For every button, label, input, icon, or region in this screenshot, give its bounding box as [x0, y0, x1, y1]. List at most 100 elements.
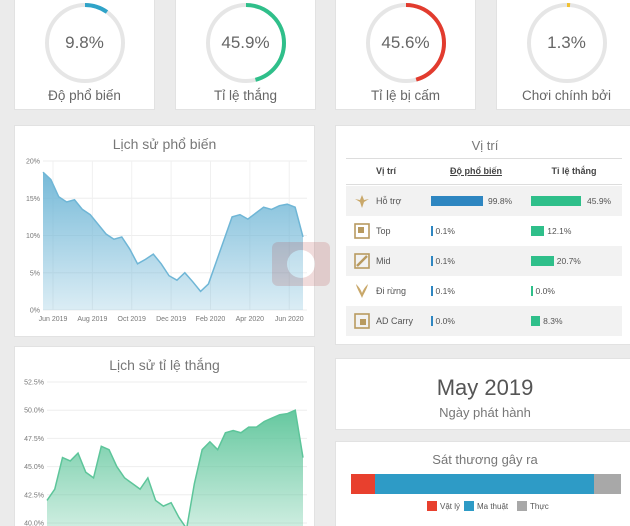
winrate-history-title: Lịch sử tỉ lệ thắng	[109, 357, 220, 373]
winrate-bar	[531, 226, 545, 236]
role-name: Hỗ trợ	[376, 196, 402, 206]
ring-progress	[526, 3, 607, 83]
y-tick-label: 20%	[26, 159, 40, 166]
popularity-bar-value: 99.8%	[488, 196, 513, 206]
ring-progress	[365, 3, 446, 83]
x-tick-label: Feb 2020	[196, 316, 226, 323]
legend-true-label: Thực	[530, 501, 549, 511]
legend-true-swatch	[517, 501, 527, 511]
y-tick-label: 10%	[26, 233, 40, 240]
legend-true: Thực	[517, 501, 549, 511]
jungle-role-icon	[356, 284, 368, 298]
winrate-ring	[205, 3, 286, 83]
x-tick-label: Jun 2020	[275, 316, 304, 323]
x-tick-label: Jun 2019	[39, 316, 68, 323]
y-tick-label: 5%	[30, 270, 40, 277]
popularity-ring	[44, 3, 125, 83]
damage-title: Sát thương gây ra	[432, 452, 538, 467]
adc-role-icon	[354, 313, 370, 329]
winrate-bar-value: 45.9%	[587, 196, 612, 206]
release-label: Ngày phát hành	[439, 405, 531, 420]
popularity-bar-value: 0.1%	[435, 256, 455, 266]
y-tick-label: 15%	[26, 196, 40, 203]
release-date: May 2019	[436, 375, 534, 400]
position-title: Vị trí	[471, 138, 499, 153]
banrate-label: Tỉ lệ bị cấm	[370, 88, 441, 103]
damage-bar	[351, 474, 621, 494]
winrate-bar-value: 12.1%	[547, 226, 572, 236]
y-tick-label: 0%	[30, 308, 40, 315]
winrate-bar-value: 0.0%	[535, 286, 555, 296]
ring-progress	[205, 3, 286, 83]
mid-role-icon	[354, 253, 370, 269]
role-name: Đi rừng	[376, 286, 407, 296]
legend-magic: Ma thuật	[464, 501, 508, 511]
mains-label: Chơi chính bởi	[522, 88, 611, 103]
popularity-history-chart: 20% 15% 10% 5% 0%Jun 2019 Aug 2019 Oct 2019 Dec…	[26, 159, 307, 323]
legend-physical: Vật lý	[427, 501, 460, 511]
damage-magic-segment	[375, 474, 594, 494]
winrate-bar	[531, 286, 533, 296]
winrate-history-chart: 52.5% 50.0% 47.5% 45.0% 42.5% 40.0%	[24, 380, 307, 526]
popularity-history-card: Lịch sử phổ biến 20% 15% 10% 5% 0% Jun 2019 Au…	[14, 125, 315, 337]
table-row: Mid 0.1% 20.7%	[346, 246, 622, 276]
mains-ring	[526, 3, 607, 83]
legend-magic-label: Ma thuật	[477, 501, 509, 511]
popularity-bar-value: 0.1%	[435, 226, 455, 236]
table-row: Top 0.1% 12.1%	[346, 216, 622, 246]
popularity-label: Độ phổ biến	[48, 88, 121, 103]
winrate-value: 45.9%	[221, 33, 270, 52]
watermark-logo-icon	[272, 242, 330, 286]
header-role: Vị trí	[375, 166, 396, 176]
y-tick-label: 40.0%	[24, 521, 44, 526]
popularity-bar	[431, 316, 433, 326]
popularity-bar	[431, 256, 433, 266]
header-winrate: Tỉ lệ thắng	[551, 166, 597, 176]
y-tick-label: 45.0%	[24, 464, 44, 471]
popularity-bar	[431, 196, 483, 206]
area-fill	[43, 172, 303, 310]
damage-true-segment	[593, 474, 621, 494]
y-tick-label: 47.5%	[24, 436, 44, 443]
x-tick-label: Aug 2019	[77, 316, 107, 323]
table-row: Hỗ trợ 99.8% 45.9%	[346, 186, 622, 216]
header-popularity[interactable]: Độ phổ biến	[450, 166, 502, 176]
y-tick-label: 52.5%	[24, 380, 44, 387]
top-role-icon	[354, 223, 370, 239]
winrate-bar	[531, 316, 541, 326]
winrate-label: Tỉ lệ thắng	[213, 88, 278, 103]
legend-magic-swatch	[464, 501, 474, 511]
role-name: Mid	[376, 256, 391, 266]
mains-value: 1.3%	[547, 33, 586, 52]
stat-card-winrate: 45.9% Tỉ lệ thắng	[175, 0, 316, 110]
area-fill	[47, 410, 303, 526]
area-line	[42, 171, 304, 293]
popularity-bar	[431, 226, 433, 236]
table-row: AD Carry 0.0% 8.3%	[346, 306, 622, 336]
popularity-value: 9.8%	[65, 33, 104, 52]
legend-physical-swatch	[427, 501, 437, 511]
banrate-value: 45.6%	[381, 33, 430, 52]
role-name: AD Carry	[376, 316, 414, 326]
banrate-ring	[365, 3, 446, 83]
popularity-bar	[431, 286, 433, 296]
legend-physical-label: Vật lý	[440, 501, 461, 511]
x-tick-label: Dec 2019	[156, 316, 186, 323]
area-line	[46, 409, 304, 526]
winrate-bar	[531, 196, 582, 206]
popularity-bar-value: 0.0%	[435, 316, 455, 326]
table-row: Đi rừng 0.1% 0.0%	[346, 276, 622, 306]
support-role-icon	[355, 195, 369, 208]
damage-physical-segment	[351, 474, 376, 494]
popularity-history-title: Lịch sử phổ biến	[112, 136, 217, 152]
y-tick-label: 50.0%	[24, 408, 44, 415]
stat-card-popularity: 9.8% Độ phổ biến	[14, 0, 155, 110]
winrate-bar-value: 8.3%	[543, 316, 563, 326]
ring-progress	[44, 3, 125, 83]
x-tick-label: Oct 2019	[118, 316, 147, 323]
stat-card-banrate: 45.6% Tỉ lệ bị cấm	[335, 0, 476, 110]
popularity-bar-value: 0.1%	[435, 286, 455, 296]
winrate-history-card: Lịch sử tỉ lệ thắng 52.5% 50.0% 47.5% 45.0%…	[14, 346, 315, 526]
stat-card-mains: 1.3% Chơi chính bởi	[496, 0, 630, 110]
winrate-bar-value: 20.7%	[556, 256, 581, 266]
